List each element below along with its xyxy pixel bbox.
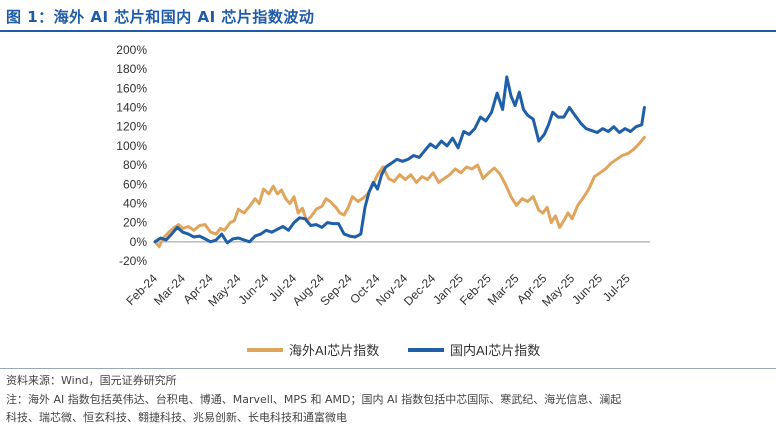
note-line-2: 科技、瑞芯微、恒玄科技、翱捷科技、兆易创新、长电科技和通富微电 (6, 411, 347, 424)
y-tick-label: 0% (130, 235, 148, 249)
source-rule (0, 368, 776, 369)
y-tick-label: 100% (116, 139, 147, 153)
y-tick-label: 160% (116, 81, 147, 95)
y-tick-label: 40% (123, 196, 147, 210)
y-tick-label: 140% (116, 101, 147, 115)
x-tick-label: Jul-25 (600, 271, 633, 304)
y-tick-label: 60% (123, 177, 147, 191)
note-line-1: 注：海外 AI 指数包括英伟达、台积电、博通、Marvell、MPS 和 AMD… (6, 393, 622, 406)
y-tick-label: 80% (123, 158, 147, 172)
legend-label-overseas: 海外AI芯片指数 (289, 343, 379, 358)
figure-title: 图 1：海外 AI 芯片和国内 AI 芯片指数波动 (6, 8, 315, 26)
y-tick-label: 120% (116, 120, 147, 134)
line-chart: -20% 0% 20% 40% 60% 80% 100% 120% 140% 160% 180% 20… (116, 43, 650, 358)
x-tick-label: Mar-24 (151, 271, 188, 308)
y-tick-label: -20% (119, 254, 147, 268)
y-tick-label: 20% (123, 216, 147, 230)
series-line-domestic (153, 75, 646, 245)
series-lines (153, 75, 646, 249)
x-axis: Feb-24Mar-24Apr-24May-24Jun-24Jul-24Aug-… (123, 271, 633, 309)
source-text: 资料来源：Wind，国元证券研究所 (6, 374, 177, 387)
title-rule (0, 30, 776, 32)
y-tick-label: 180% (116, 62, 147, 76)
x-tick-label: Mar-25 (485, 271, 522, 308)
x-tick-label: Dec-24 (401, 271, 438, 308)
legend: 海外AI芯片指数 国内AI芯片指数 (247, 343, 540, 358)
x-tick-label: Jun-25 (569, 271, 605, 307)
y-tick-label: 200% (116, 43, 147, 57)
x-tick-label: Sep-24 (318, 271, 355, 308)
x-tick-label: Jun-24 (236, 271, 272, 307)
legend-label-domestic: 国内AI芯片指数 (450, 343, 540, 358)
series-line-overseas (153, 135, 646, 249)
y-axis: -20% 0% 20% 40% 60% 80% 100% 120% 140% 160% 180% 20… (116, 43, 147, 268)
